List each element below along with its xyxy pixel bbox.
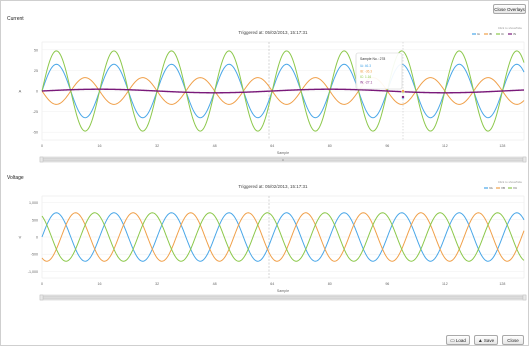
y-tick-label-1: 0 (36, 236, 38, 240)
legend-label-IA: IA (477, 32, 480, 36)
series-line-IN (41, 88, 525, 94)
legend-title-1: Click to show/hide (498, 180, 523, 184)
save-icon: ▲ (477, 338, 483, 344)
scrollbar-thumb-1[interactable] (42, 295, 524, 300)
x-tick-label-0: 16 (98, 144, 102, 148)
scrollbar-left-handle-1[interactable] (39, 294, 44, 301)
scrollbar-left-handle-0[interactable] (39, 156, 44, 163)
tooltip-row: IB: -36.3 (360, 70, 372, 74)
series-line-IC (41, 50, 525, 132)
x-tick-label-0: 80 (328, 144, 332, 148)
load-label: Load (455, 338, 466, 343)
y-tick-label-0: -50 (33, 131, 38, 135)
legend-label-VB: VB (501, 186, 505, 190)
x-tick-label-1: 48 (213, 282, 217, 286)
x-tick-label-1: 32 (155, 282, 159, 286)
save-button[interactable]: ▲Save (474, 335, 498, 345)
series-line-VB (41, 212, 525, 262)
scrollbar-right-handle-0[interactable] (522, 156, 527, 163)
x-tick-label-1: 16 (98, 282, 102, 286)
series-line-VA (41, 212, 525, 262)
load-button[interactable]: ▭Load (446, 335, 470, 345)
legend-label-VA: VA (489, 186, 493, 190)
x-tick-label-1: 0 (41, 282, 43, 286)
x-tick-label-1: 80 (328, 282, 332, 286)
sample-tooltip (355, 52, 403, 90)
x-tick-label-1: 64 (270, 282, 274, 286)
series-line-VC (41, 212, 525, 262)
legend-label-IC: IC (501, 32, 505, 36)
y-tick-label-0: 25 (34, 69, 38, 73)
x-tick-label-1: 112 (442, 282, 448, 286)
trigger-text-1: Triggered at: 05/02/2013, 15:17:31 (238, 184, 308, 189)
hover-marker (401, 95, 405, 99)
current-section-title: Current (7, 16, 24, 22)
tooltip-row: IN: -27.1 (360, 81, 372, 85)
y-tick-label-1: 1,000 (29, 201, 38, 205)
x-tick-label-0: 32 (155, 144, 159, 148)
x-tick-label-0: 64 (270, 144, 274, 148)
y-tick-label-1: 500 (32, 218, 38, 222)
close-overlays-button[interactable]: Close Overlays (493, 4, 526, 14)
y-tick-label-1: -500 (31, 253, 38, 257)
x-tick-label-0: 112 (442, 144, 448, 148)
legend-title-0: Click to show/hide (498, 26, 523, 30)
x-tick-label-1: 96 (385, 282, 389, 286)
tooltip-row: IC: 1.16 (360, 75, 371, 79)
legend-label-IN: IN (513, 32, 516, 36)
y-axis-label-1: V (19, 235, 22, 240)
x-axis-label-0: Sample (277, 151, 289, 155)
series-line-IB (41, 77, 525, 105)
save-label: Save (483, 338, 495, 343)
hover-marker (401, 89, 405, 93)
x-tick-label-0: 128 (499, 144, 505, 148)
y-tick-label-0: 0 (36, 90, 38, 94)
x-axis-label-1: Sample (277, 289, 289, 293)
x-tick-label-0: 0 (41, 144, 43, 148)
legend-label-IB: IB (489, 32, 492, 36)
y-tick-label-0: -25 (33, 110, 38, 114)
trigger-text-0: Triggered at: 05/02/2013, 15:17:31 (238, 30, 308, 35)
scrollbar-label-0: 0 (282, 158, 284, 162)
tooltip-row: IA: 46.3 (360, 64, 371, 68)
load-icon: ▭ (450, 338, 455, 344)
scrollbar-right-handle-1[interactable] (522, 294, 527, 301)
voltage-section-title: Voltage (7, 175, 24, 181)
y-tick-label-1: -1,000 (28, 270, 38, 274)
x-tick-label-1: 128 (499, 282, 505, 286)
close-button[interactable]: Close (502, 335, 524, 345)
y-axis-label-0: A (19, 89, 22, 94)
y-tick-label-0: 50 (34, 48, 38, 52)
x-tick-label-0: 48 (213, 144, 217, 148)
legend-label-VC: VC (513, 186, 518, 190)
tooltip-title: Sample No.: 278 (360, 57, 385, 61)
x-tick-label-0: 96 (385, 144, 389, 148)
